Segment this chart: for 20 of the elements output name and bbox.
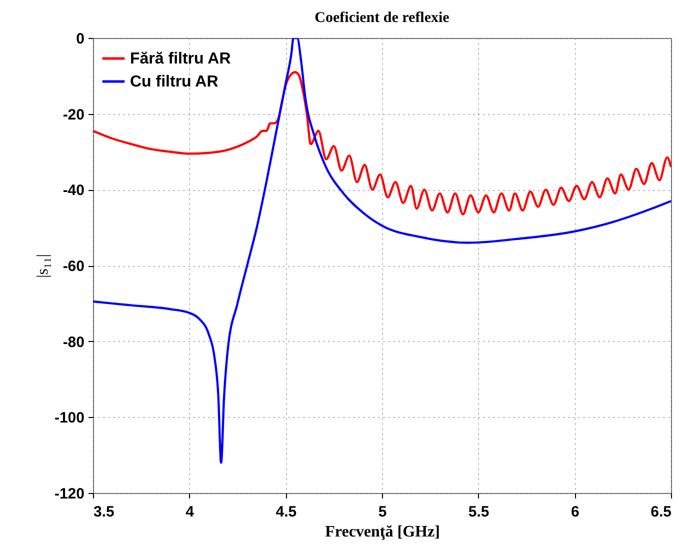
x-tick-label: 3.5 [94, 504, 114, 520]
y-axis-title: |s₁₁| [34, 254, 52, 278]
y-tick-label: 0 [76, 30, 84, 48]
y-tick-label: -80 [62, 334, 84, 351]
x-tick-label: 4 [186, 504, 195, 520]
x-tick-label: 5 [378, 504, 387, 520]
legend-label: Fără filtru AR [130, 50, 232, 68]
line-series [93, 71, 671, 216]
y-tick-label: -20 [62, 106, 84, 124]
y-tick-label: -100 [54, 410, 84, 427]
chart-title: Coeficient de reflexie [314, 10, 450, 26]
y-tick-label: -60 [62, 258, 84, 275]
x-tick-label: 6 [570, 504, 580, 520]
x-tick-label: 6.5 [650, 504, 672, 520]
x-tick-label: 4.5 [276, 504, 297, 520]
y-tick-label: -120 [54, 486, 84, 502]
x-axis-title: Frecvenţă [GHz] [325, 524, 440, 540]
y-tick-label: -40 [62, 182, 84, 200]
x-tick-label: 5.5 [468, 504, 490, 520]
legend-label: Cu filtru AR [130, 74, 219, 90]
